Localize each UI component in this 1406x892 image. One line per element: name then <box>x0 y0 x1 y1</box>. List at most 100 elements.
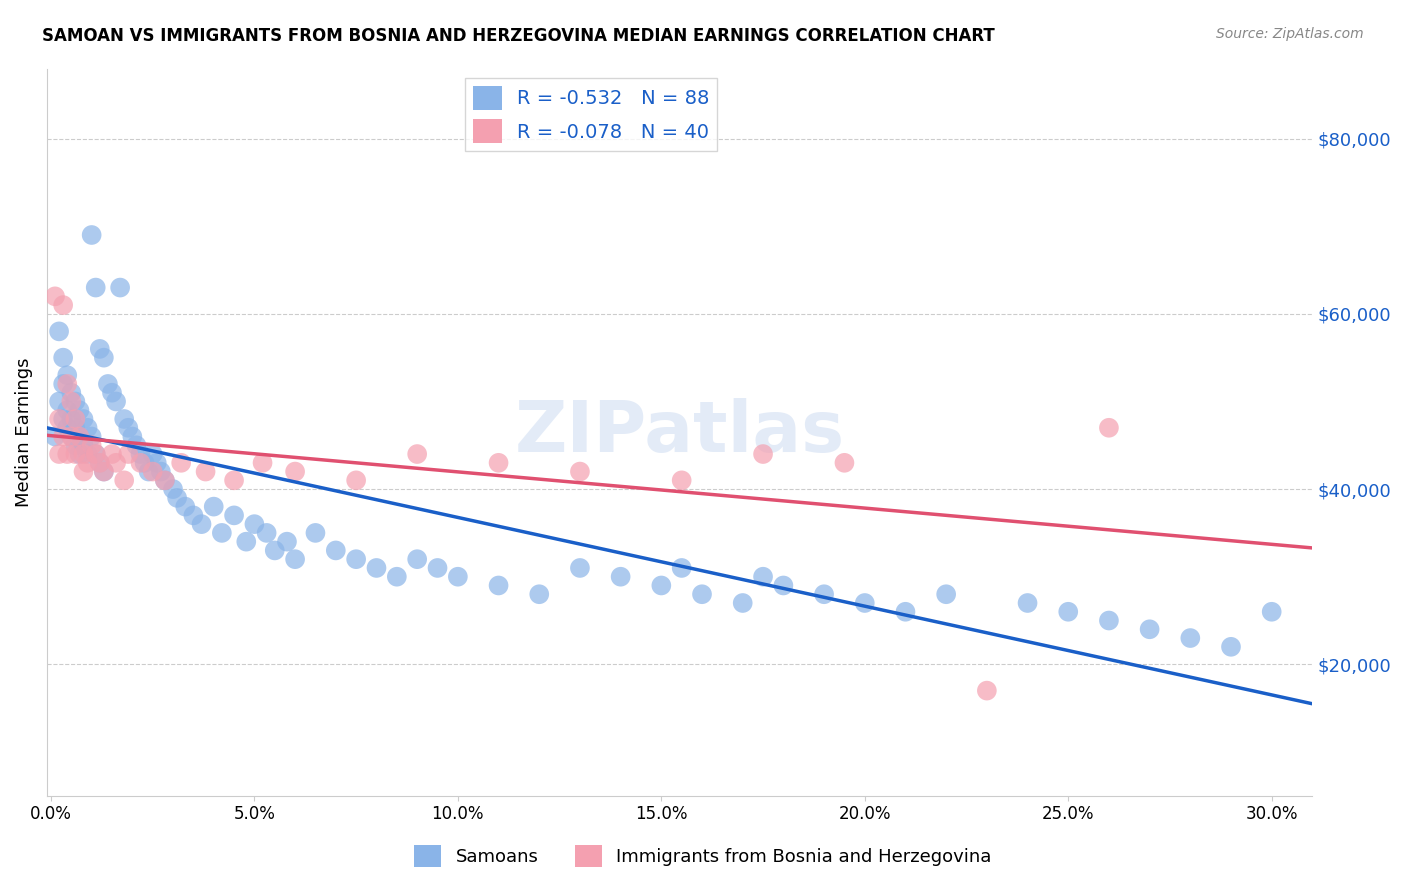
Immigrants from Bosnia and Herzegovina <box>117 447 139 461</box>
Samoans <box>276 534 298 549</box>
Samoans <box>609 570 631 584</box>
Samoans <box>134 456 156 470</box>
Samoans <box>366 561 388 575</box>
Immigrants from Bosnia and Herzegovina <box>60 394 83 409</box>
Samoans <box>149 465 172 479</box>
Immigrants from Bosnia and Herzegovina <box>93 465 115 479</box>
Immigrants from Bosnia and Herzegovina <box>72 447 94 461</box>
Samoans <box>1057 605 1080 619</box>
Immigrants from Bosnia and Herzegovina <box>284 465 307 479</box>
Samoans <box>263 543 285 558</box>
Samoans <box>671 561 693 575</box>
Samoans <box>813 587 835 601</box>
Immigrants from Bosnia and Herzegovina <box>44 289 66 303</box>
Samoans <box>568 561 591 575</box>
Samoans <box>162 482 184 496</box>
Immigrants from Bosnia and Herzegovina <box>52 429 75 443</box>
Samoans <box>690 587 713 601</box>
Samoans <box>69 403 91 417</box>
Samoans <box>129 447 152 461</box>
Samoans <box>76 421 98 435</box>
Text: SAMOAN VS IMMIGRANTS FROM BOSNIA AND HERZEGOVINA MEDIAN EARNINGS CORRELATION CHA: SAMOAN VS IMMIGRANTS FROM BOSNIA AND HER… <box>42 27 995 45</box>
Samoans <box>183 508 205 523</box>
Samoans <box>84 280 107 294</box>
Immigrants from Bosnia and Herzegovina <box>56 376 79 391</box>
Samoans <box>93 351 115 365</box>
Immigrants from Bosnia and Herzegovina <box>170 456 193 470</box>
Samoans <box>235 534 257 549</box>
Immigrants from Bosnia and Herzegovina <box>406 447 429 461</box>
Immigrants from Bosnia and Herzegovina <box>344 473 367 487</box>
Legend: Samoans, Immigrants from Bosnia and Herzegovina: Samoans, Immigrants from Bosnia and Herz… <box>408 838 998 874</box>
Samoans <box>406 552 429 566</box>
Samoans <box>89 456 111 470</box>
Samoans <box>65 421 87 435</box>
Immigrants from Bosnia and Herzegovina <box>101 447 124 461</box>
Samoans <box>89 342 111 356</box>
Samoans <box>60 429 83 443</box>
Samoans <box>284 552 307 566</box>
Samoans <box>97 376 120 391</box>
Samoans <box>174 500 197 514</box>
Samoans <box>56 368 79 383</box>
Samoans <box>190 517 212 532</box>
Samoans <box>256 525 278 540</box>
Samoans <box>56 421 79 435</box>
Samoans <box>69 429 91 443</box>
Immigrants from Bosnia and Herzegovina <box>1098 421 1121 435</box>
Samoans <box>121 429 143 443</box>
Samoans <box>211 525 233 540</box>
Immigrants from Bosnia and Herzegovina <box>60 429 83 443</box>
Immigrants from Bosnia and Herzegovina <box>222 473 245 487</box>
Immigrants from Bosnia and Herzegovina <box>976 683 998 698</box>
Immigrants from Bosnia and Herzegovina <box>752 447 775 461</box>
Samoans <box>108 280 131 294</box>
Samoans <box>935 587 957 601</box>
Immigrants from Bosnia and Herzegovina <box>105 456 128 470</box>
Immigrants from Bosnia and Herzegovina <box>142 465 165 479</box>
Samoans <box>145 456 167 470</box>
Samoans <box>44 429 66 443</box>
Immigrants from Bosnia and Herzegovina <box>112 473 135 487</box>
Samoans <box>93 465 115 479</box>
Y-axis label: Median Earnings: Median Earnings <box>15 358 32 507</box>
Immigrants from Bosnia and Herzegovina <box>252 456 274 470</box>
Samoans <box>72 438 94 452</box>
Samoans <box>142 447 165 461</box>
Immigrants from Bosnia and Herzegovina <box>488 456 510 470</box>
Immigrants from Bosnia and Herzegovina <box>84 447 107 461</box>
Samoans <box>529 587 551 601</box>
Samoans <box>101 385 124 400</box>
Immigrants from Bosnia and Herzegovina <box>129 456 152 470</box>
Samoans <box>731 596 754 610</box>
Samoans <box>60 385 83 400</box>
Samoans <box>117 421 139 435</box>
Text: Source: ZipAtlas.com: Source: ZipAtlas.com <box>1216 27 1364 41</box>
Samoans <box>52 412 75 426</box>
Immigrants from Bosnia and Herzegovina <box>568 465 591 479</box>
Samoans <box>304 525 326 540</box>
Samoans <box>1098 614 1121 628</box>
Samoans <box>69 447 91 461</box>
Immigrants from Bosnia and Herzegovina <box>52 298 75 312</box>
Samoans <box>56 403 79 417</box>
Immigrants from Bosnia and Herzegovina <box>834 456 856 470</box>
Samoans <box>166 491 188 505</box>
Samoans <box>853 596 876 610</box>
Samoans <box>48 394 70 409</box>
Immigrants from Bosnia and Herzegovina <box>194 465 217 479</box>
Samoans <box>202 500 225 514</box>
Samoans <box>80 227 103 242</box>
Immigrants from Bosnia and Herzegovina <box>48 412 70 426</box>
Samoans <box>138 465 160 479</box>
Immigrants from Bosnia and Herzegovina <box>48 447 70 461</box>
Samoans <box>125 438 148 452</box>
Samoans <box>1139 622 1161 636</box>
Samoans <box>1180 631 1202 645</box>
Immigrants from Bosnia and Herzegovina <box>89 456 111 470</box>
Samoans <box>76 447 98 461</box>
Samoans <box>1017 596 1039 610</box>
Immigrants from Bosnia and Herzegovina <box>69 429 91 443</box>
Samoans <box>52 376 75 391</box>
Samoans <box>65 438 87 452</box>
